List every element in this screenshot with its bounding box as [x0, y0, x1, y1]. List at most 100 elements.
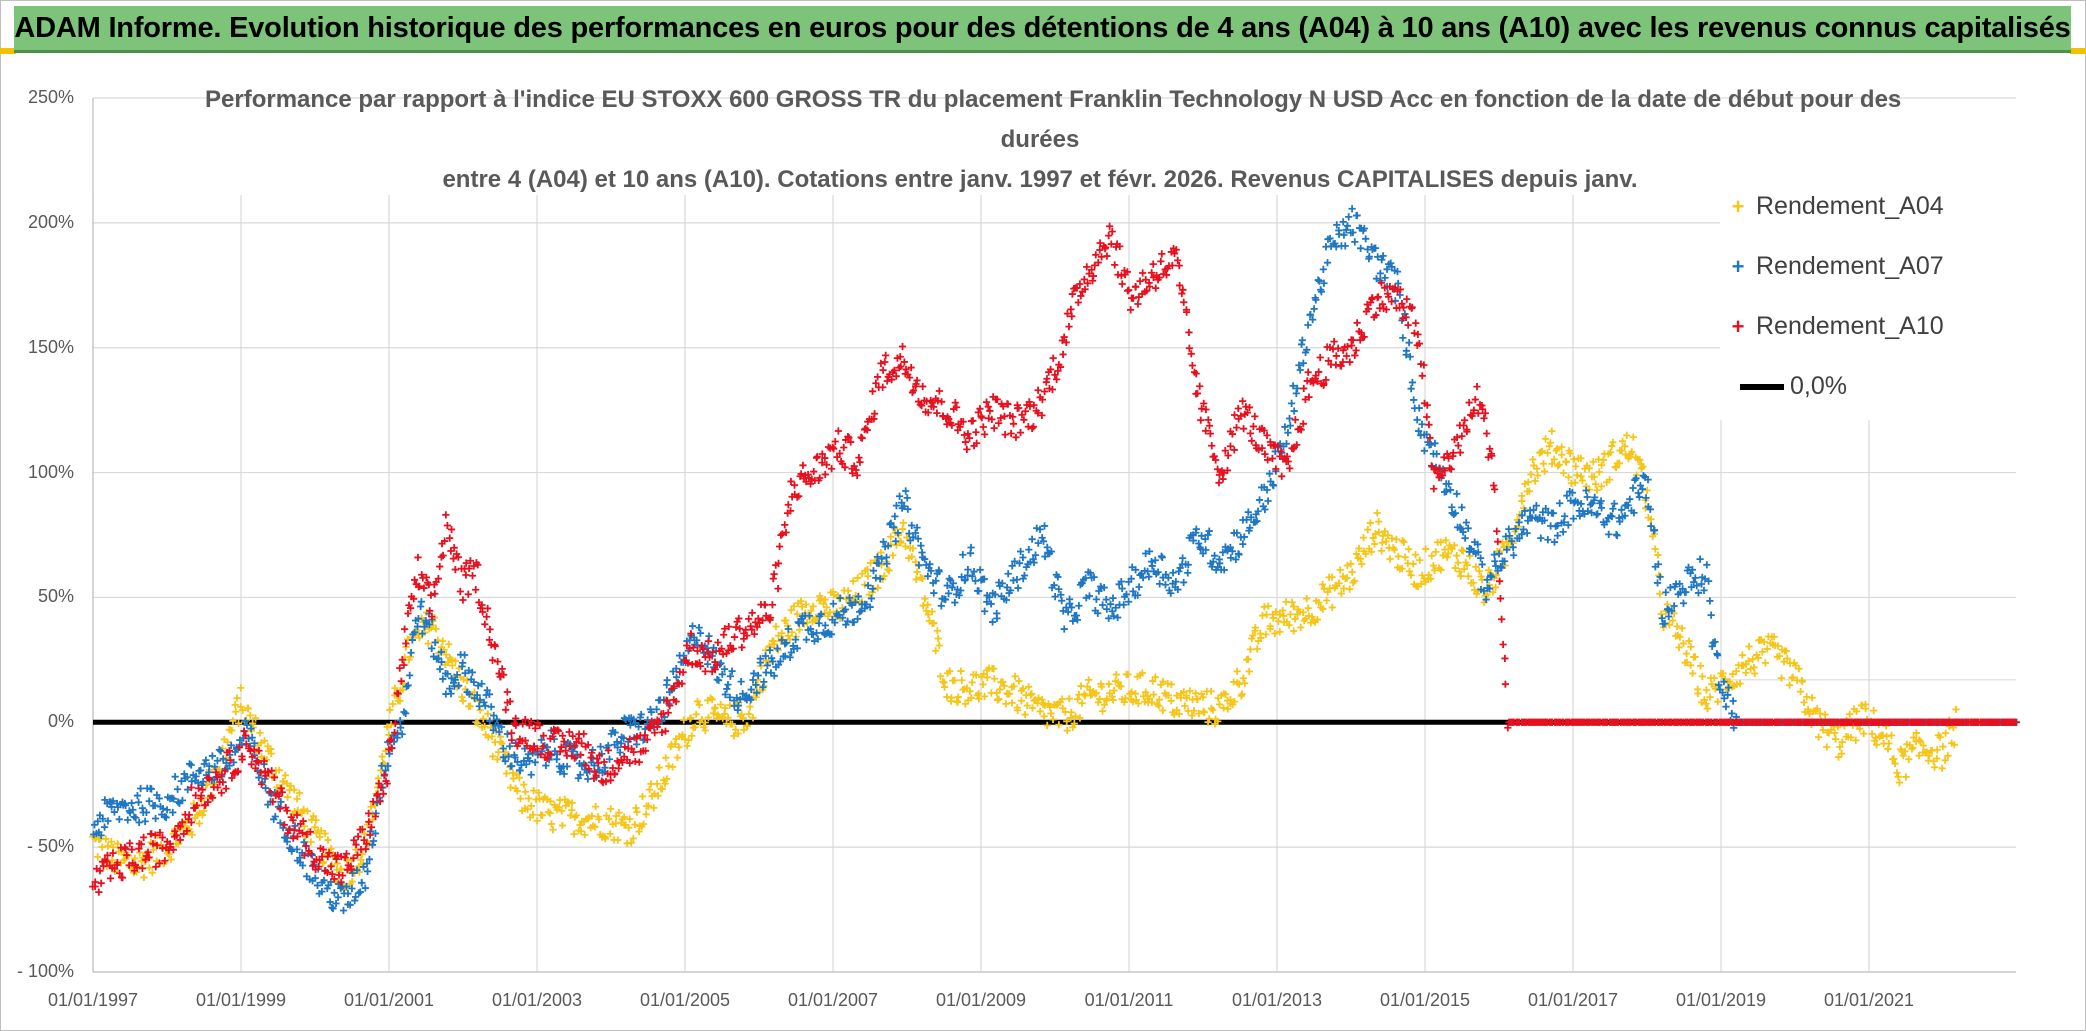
data-point-Rendement_A07 [213, 757, 222, 765]
legend-label-a10: Rendement_A10 [1756, 312, 1944, 340]
data-point-Rendement_A04 [655, 763, 663, 772]
data-point-Rendement_A04 [1299, 608, 1307, 616]
data-point-Rendement_A04 [1110, 686, 1118, 695]
data-point-Rendement_A04 [778, 629, 786, 637]
data-point-Rendement_A07 [1343, 222, 1351, 230]
data-point-Rendement_A07 [831, 619, 839, 627]
data-point-Rendement_A10 [442, 511, 450, 519]
data-point-Rendement_A10 [1060, 333, 1068, 341]
data-point-Rendement_A04 [957, 667, 965, 675]
data-point-Rendement_A10 [1367, 298, 1375, 307]
data-point-Rendement_A10 [537, 751, 545, 759]
data-point-Rendement_A07 [1523, 529, 1531, 537]
data-point-Rendement_A07 [1320, 279, 1328, 287]
data-point-Rendement_A07 [737, 678, 745, 686]
data-point-Rendement_A07 [489, 726, 497, 734]
data-point-Rendement_A04 [239, 706, 247, 714]
data-point-Rendement_A04 [999, 678, 1007, 686]
data-point-Rendement_A10 [242, 740, 250, 748]
data-point-Rendement_A10 [1423, 413, 1431, 421]
data-point-Rendement_A04 [701, 718, 709, 727]
data-point-Rendement_A10 [1441, 466, 1449, 475]
data-point-Rendement_A07 [1693, 582, 1701, 590]
data-point-Rendement_A07 [313, 881, 322, 890]
data-point-Rendement_A07 [1586, 501, 1595, 509]
data-point-Rendement_A10 [845, 434, 853, 442]
data-point-Rendement_A10 [113, 859, 122, 867]
data-point-Rendement_A04 [1870, 707, 1878, 715]
data-point-Rendement_A07 [1323, 259, 1332, 267]
data-point-Rendement_A04 [1149, 677, 1157, 685]
data-point-Rendement_A07 [1691, 574, 1699, 582]
data-point-Rendement_A10 [478, 601, 486, 609]
data-point-Rendement_A07 [1067, 603, 1076, 612]
data-point-Rendement_A04 [1597, 482, 1606, 490]
data-point-Rendement_A07 [1132, 566, 1140, 574]
data-point-Rendement_A10 [1474, 409, 1482, 417]
data-point-Rendement_A07 [866, 603, 874, 611]
data-point-Rendement_A04 [131, 854, 139, 863]
data-point-Rendement_A07 [1632, 474, 1640, 482]
data-point-Rendement_A04 [1673, 622, 1681, 630]
data-point-Rendement_A04 [198, 811, 207, 819]
data-point-Rendement_A10 [560, 737, 568, 746]
data-point-Rendement_A07 [516, 767, 524, 775]
data-point-Rendement_A10 [797, 470, 805, 478]
data-point-Rendement_A04 [1665, 621, 1673, 629]
data-point-Rendement_A04 [1167, 680, 1175, 689]
data-point-Rendement_A10 [1125, 286, 1133, 294]
data-point-Rendement_A07 [418, 630, 426, 638]
data-point-Rendement_A04 [1103, 695, 1111, 703]
data-point-Rendement_A04 [691, 723, 699, 731]
data-point-Rendement_A10 [197, 792, 205, 800]
data-point-Rendement_A07 [101, 796, 109, 804]
data-point-Rendement_A07 [1477, 554, 1485, 562]
data-point-Rendement_A07 [1303, 346, 1311, 354]
data-point-Rendement_A04 [1014, 706, 1022, 714]
data-point-Rendement_A07 [208, 752, 216, 760]
data-point-Rendement_A04 [1337, 589, 1345, 598]
data-point-Rendement_A07 [915, 561, 923, 569]
data-point-Rendement_A10 [1272, 465, 1280, 473]
data-point-Rendement_A07 [163, 806, 171, 814]
data-point-Rendement_A07 [634, 723, 643, 731]
data-point-Rendement_A10 [907, 363, 915, 372]
data-point-Rendement_A07 [1387, 259, 1395, 267]
data-point-Rendement_A07 [1058, 597, 1066, 605]
data-point-Rendement_A07 [1156, 580, 1164, 588]
data-point-Rendement_A07 [1017, 547, 1025, 556]
data-point-Rendement_A10 [140, 833, 148, 841]
data-point-Rendement_A07 [135, 818, 143, 827]
data-point-Rendement_A07 [490, 711, 498, 720]
data-point-Rendement_A07 [155, 794, 163, 803]
data-point-Rendement_A10 [390, 729, 399, 737]
data-point-Rendement_A07 [439, 675, 447, 683]
data-point-Rendement_A07 [1306, 310, 1315, 319]
data-point-Rendement_A07 [976, 566, 984, 574]
data-point-Rendement_A10 [959, 418, 967, 426]
data-point-Rendement_A10 [810, 467, 818, 476]
data-point-Rendement_A10 [1067, 305, 1075, 313]
data-point-Rendement_A10 [711, 665, 719, 674]
data-point-Rendement_A04 [1615, 459, 1623, 467]
data-point-Rendement_A07 [1204, 531, 1212, 539]
data-point-Rendement_A04 [1155, 695, 1163, 704]
data-point-Rendement_A07 [358, 879, 366, 887]
data-point-Rendement_A04 [327, 845, 335, 853]
data-point-Rendement_A04 [1318, 580, 1327, 589]
data-point-Rendement_A10 [507, 729, 516, 737]
data-point-Rendement_A04 [1061, 708, 1069, 716]
data-point-Rendement_A04 [1049, 715, 1057, 724]
data-point-Rendement_A07 [1388, 263, 1396, 271]
data-point-Rendement_A04 [1893, 769, 1901, 777]
data-point-Rendement_A10 [226, 756, 235, 764]
data-point-Rendement_A04 [1518, 492, 1526, 500]
data-point-Rendement_A10 [474, 561, 482, 569]
data-point-Rendement_A07 [1002, 596, 1010, 604]
data-point-Rendement_A10 [664, 709, 672, 717]
data-point-Rendement_A07 [1263, 486, 1271, 494]
data-point-Rendement_A07 [991, 590, 999, 599]
data-point-Rendement_A04 [821, 596, 829, 604]
data-point-Rendement_A04 [1754, 654, 1762, 662]
data-point-Rendement_A10 [462, 559, 470, 567]
